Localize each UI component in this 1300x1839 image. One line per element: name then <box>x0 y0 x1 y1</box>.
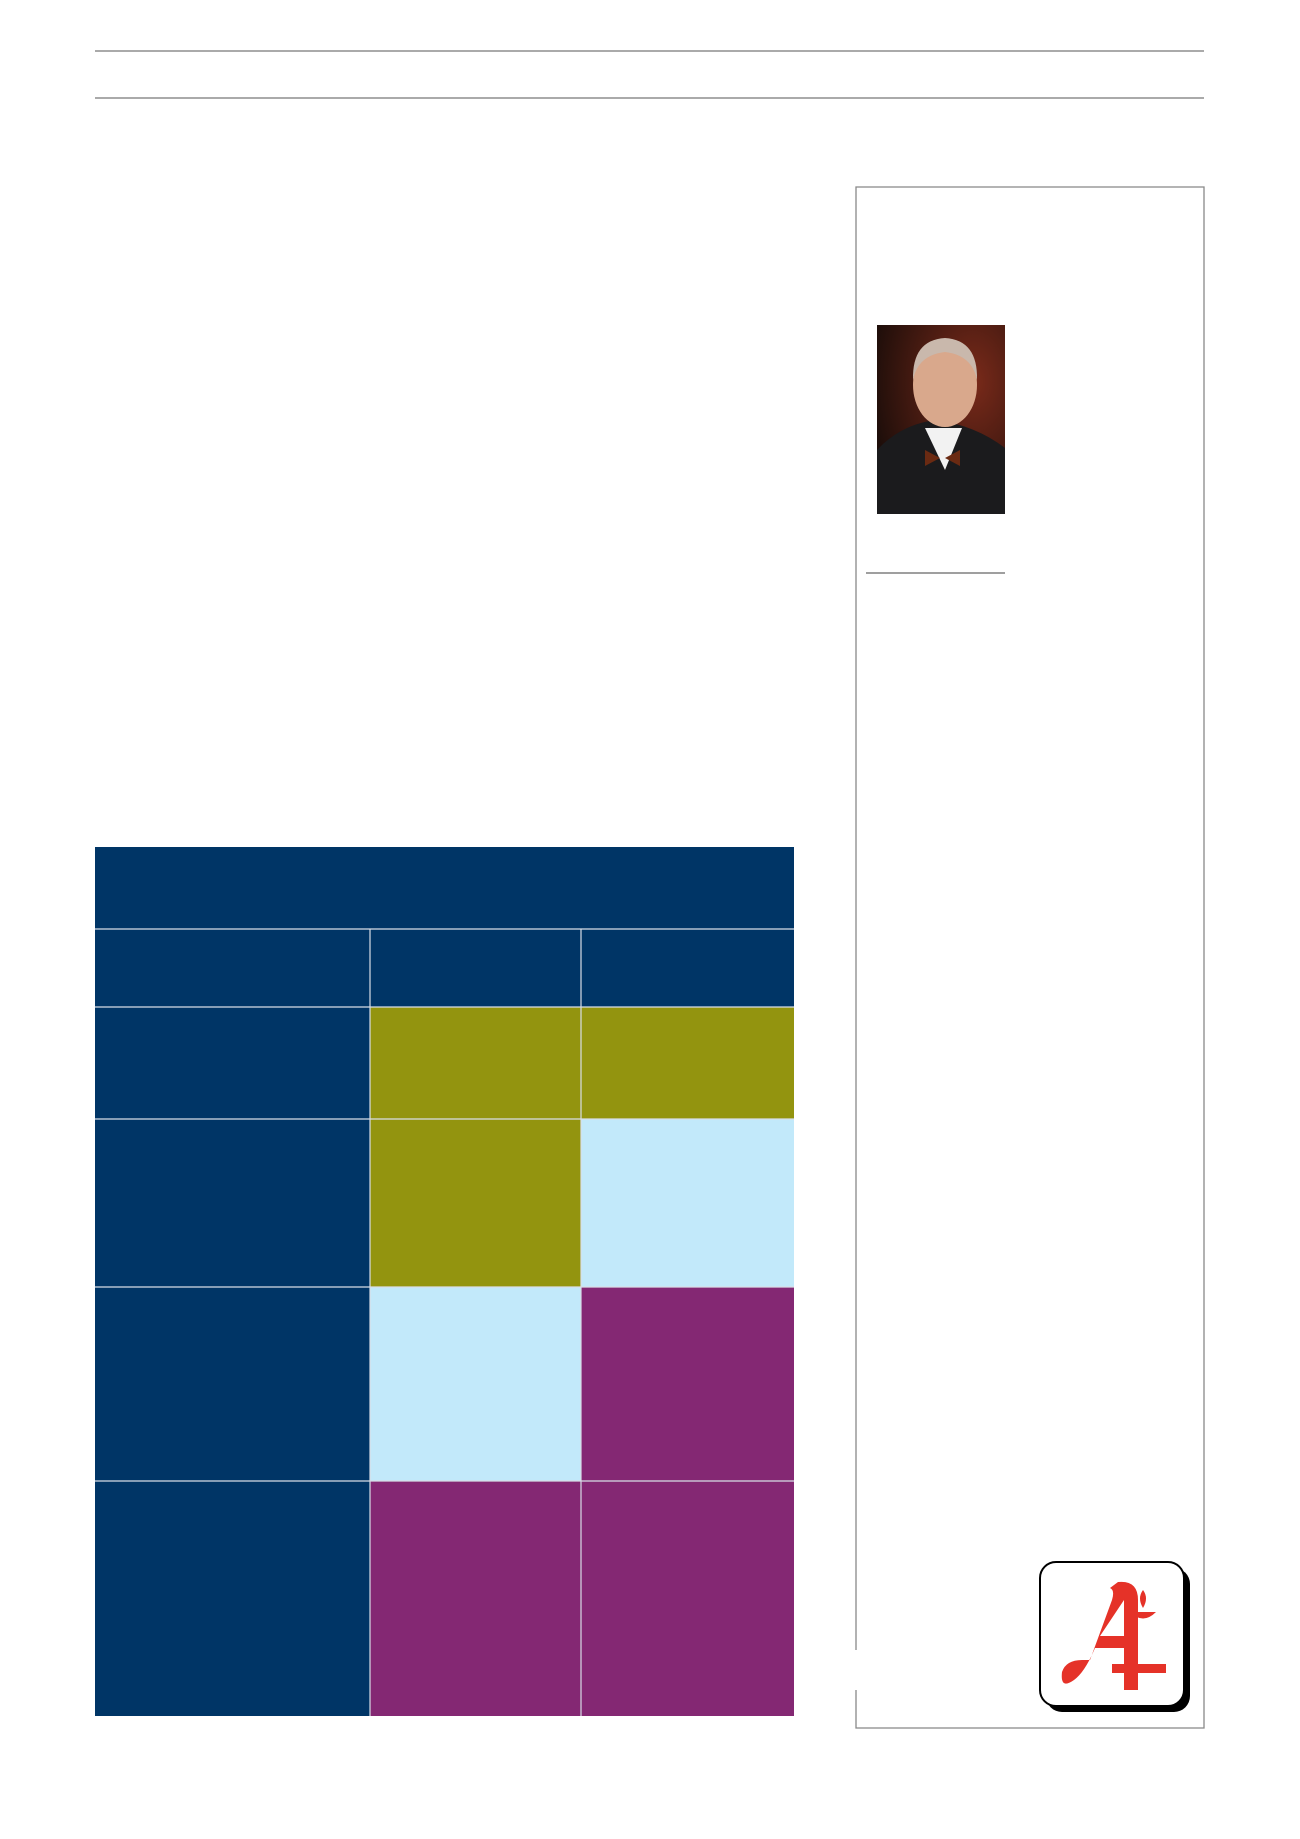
logo-frame <box>1039 1561 1185 1707</box>
table-cell <box>581 1119 794 1287</box>
table-cell <box>370 1481 794 1716</box>
face <box>913 343 977 427</box>
table-cell <box>370 1287 581 1481</box>
hair <box>912 338 978 380</box>
logo-bar <box>1112 1664 1166 1673</box>
sidebar <box>855 186 1205 1729</box>
table-rules <box>95 928 794 1716</box>
logo-flame <box>1140 1590 1146 1608</box>
logo-letter <box>1061 1581 1138 1690</box>
bow-tie <box>925 450 960 466</box>
logo <box>1039 1561 1190 1712</box>
portrait <box>877 325 1005 514</box>
table <box>95 847 794 1716</box>
table-cell <box>370 1007 581 1287</box>
logo-bowl <box>1130 1612 1156 1619</box>
sidebar-border <box>855 186 1205 1729</box>
shirt <box>925 428 962 470</box>
jacket <box>877 420 1005 514</box>
table-cell <box>581 1287 794 1481</box>
table-cell <box>581 1007 794 1119</box>
